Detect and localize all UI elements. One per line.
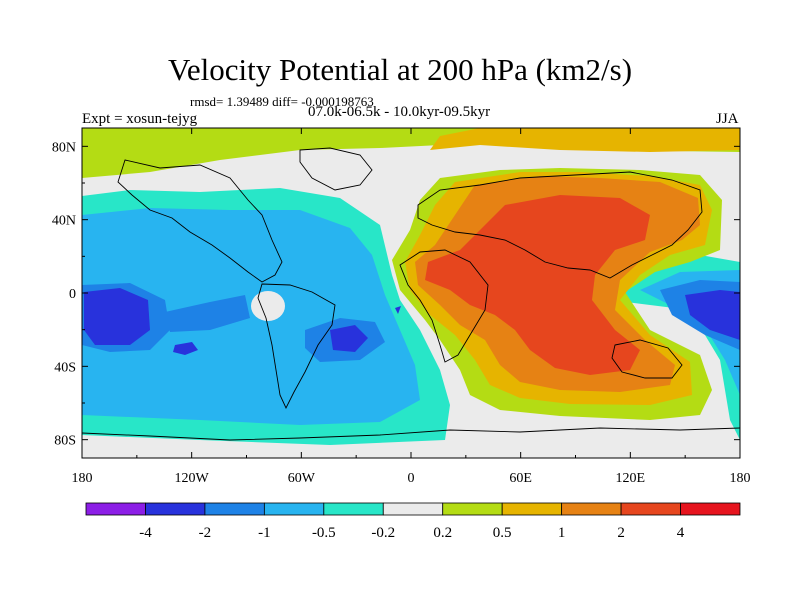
lon-tick-label: 120W <box>175 471 210 486</box>
lat-tick-label: 80S <box>54 434 76 449</box>
colorbar-swatch <box>263 502 325 516</box>
colorbar-swatch <box>204 502 265 516</box>
lon-tick-label: 180 <box>72 471 93 486</box>
plot-title: Velocity Potential at 200 hPa (km2/s) <box>167 52 633 87</box>
contour-fill-layer <box>82 128 740 458</box>
colorbar: -4 -2 -1 -0.5 -0.2 0.2 0.5 1 2 4 <box>85 502 741 541</box>
contour-darkblue-gulfguinea <box>395 306 401 314</box>
colorbar-swatch <box>323 502 384 516</box>
coast-eurasia <box>417 171 703 279</box>
contour-darkblue-southpacific <box>173 342 198 355</box>
colorbar-label: -1 <box>258 525 271 541</box>
colorbar-label: -0.5 <box>312 525 336 541</box>
contour-darkblue-atlantic <box>330 325 368 352</box>
lon-tick-label: 0 <box>408 471 415 486</box>
coastlines <box>82 147 740 441</box>
contour-lightblue-west <box>82 208 420 425</box>
contour-darkblue-eastpacific <box>685 290 740 340</box>
lon-axis: 180 120W 60W 0 60E 120E 180 <box>72 128 751 486</box>
colorbar-label: 0.5 <box>493 525 512 541</box>
colorbar-swatch <box>680 502 741 516</box>
colorbar-swatch <box>85 502 146 516</box>
coast-australia <box>611 339 683 379</box>
lat-tick-label: 80N <box>52 140 76 155</box>
period-label: 07.0k-06.5k - 10.0kyr-09.5kyr <box>308 104 491 120</box>
colorbar-label: -4 <box>139 525 152 541</box>
lon-tick-label: 180 <box>730 471 751 486</box>
colorbar-label: 2 <box>617 525 625 541</box>
coast-antarctica <box>82 427 740 441</box>
colorbar-swatch <box>501 502 563 516</box>
lat-tick-label: 40S <box>54 360 76 375</box>
coast-south-america <box>257 283 336 410</box>
coast-greenland <box>299 147 373 191</box>
lat-axis: 80N 40N 0 40S 80S <box>52 140 740 449</box>
colorbar-label: -0.2 <box>371 525 395 541</box>
contour-blue-central <box>165 295 250 332</box>
stats-line: rmsd= 1.39489 diff= -0.000198763 <box>190 94 374 109</box>
colorbar-label: 4 <box>677 525 685 541</box>
coast-north-america <box>117 159 283 283</box>
season-label: JJA <box>716 111 739 127</box>
colorbar-label: -2 <box>199 525 212 541</box>
colorbar-label: 1 <box>558 525 566 541</box>
lon-tick-label: 120E <box>616 471 646 486</box>
experiment-label: Expt = xosun-tejyg <box>82 111 198 127</box>
contour-gold-north <box>430 128 740 152</box>
coast-africa <box>399 249 489 363</box>
contour-darkblue-pacific <box>84 288 150 345</box>
lat-tick-label: 0 <box>69 287 76 302</box>
colorbar-swatch <box>382 502 444 516</box>
colorbar-label: 0.2 <box>433 525 452 541</box>
colorbar-swatch <box>620 502 681 516</box>
lat-tick-label: 40N <box>52 214 76 229</box>
colorbar-swatch <box>561 502 622 516</box>
contour-redorange-core <box>425 195 650 375</box>
colorbar-swatch <box>145 502 206 516</box>
contour-neutral-amazon <box>251 291 285 321</box>
lon-tick-label: 60W <box>288 471 316 486</box>
colorbar-swatch <box>442 502 503 516</box>
lon-tick-label: 60E <box>509 471 532 486</box>
